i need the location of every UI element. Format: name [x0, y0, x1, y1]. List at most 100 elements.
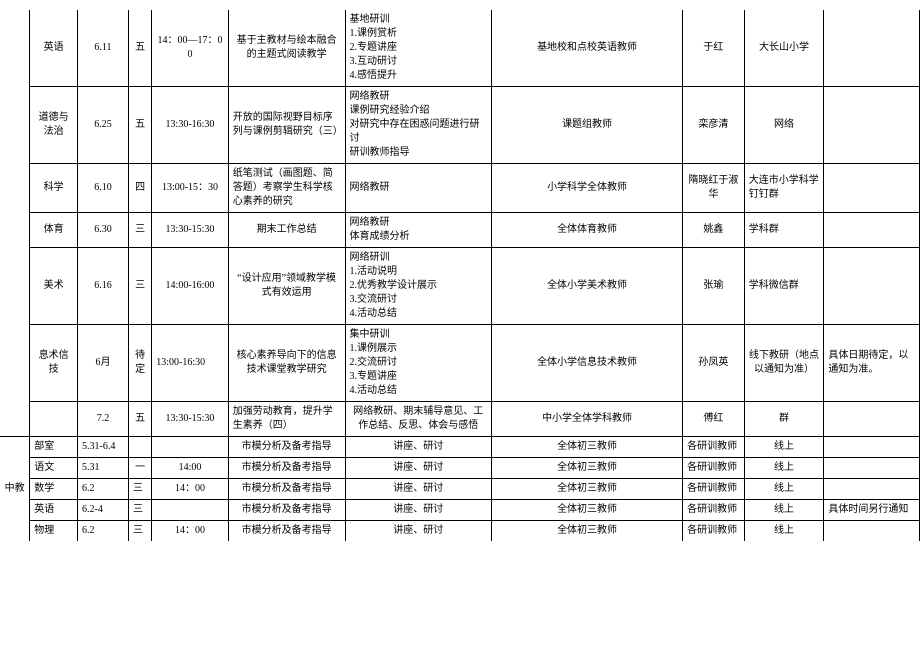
weekday	[128, 437, 151, 458]
date: 6.10	[77, 164, 128, 213]
topic: 市模分析及备考指导	[228, 521, 345, 542]
notes: 具体日期待定，以通知为准。	[824, 325, 920, 402]
subject: 数学	[30, 479, 78, 500]
form: 网络研训1.活动说明2.优秀教学设计展示3.交流研讨4.活动总结	[345, 248, 492, 325]
lead: 各研训教师	[683, 500, 745, 521]
subject: 体育	[30, 213, 78, 248]
participants: 小学科学全体教师	[492, 164, 683, 213]
location: 学科微信群	[744, 248, 824, 325]
form: 讲座、研讨	[345, 521, 492, 542]
weekday: 五	[128, 87, 151, 164]
topic: 基于主教材与绘本融合的主题式阅读教学	[228, 10, 345, 87]
weekday: 五	[128, 402, 151, 437]
lead: 栾彦清	[683, 87, 745, 164]
weekday: 四	[128, 164, 151, 213]
time: 14:00-16:00	[152, 248, 228, 325]
time: 14：00	[152, 479, 228, 500]
time	[152, 500, 228, 521]
schedule-table: 英语 6.11 五 14：00—17：00 基于主教材与绘本融合的主题式阅读教学…	[0, 10, 920, 541]
topic: 市模分析及备考指导	[228, 458, 345, 479]
subject: 部室	[30, 437, 78, 458]
date: 6.30	[77, 213, 128, 248]
date: 7.2	[77, 402, 128, 437]
lead: 各研训教师	[683, 437, 745, 458]
form: 讲座、研讨	[345, 500, 492, 521]
location: 网络	[744, 87, 824, 164]
lead: 张瑜	[683, 248, 745, 325]
subject: 科学	[30, 164, 78, 213]
topic: 市模分析及备考指导	[228, 479, 345, 500]
form: 网络教研、期末辅导意见、工作总结、反思、体会与感悟	[345, 402, 492, 437]
location: 群	[744, 402, 824, 437]
form: 网络教研	[345, 164, 492, 213]
time: 13:00-16:30	[152, 325, 228, 402]
lead: 隋晓红于淑华	[683, 164, 745, 213]
topic: 期末工作总结	[228, 213, 345, 248]
weekday: 一	[128, 458, 151, 479]
topic: “设计应用”领域教学模式有效运用	[228, 248, 345, 325]
lead: 各研训教师	[683, 521, 745, 542]
weekday: 三	[128, 248, 151, 325]
weekday: 五	[128, 10, 151, 87]
section-blank	[0, 10, 30, 437]
subject: 息术信技	[30, 325, 78, 402]
form: 集中研训1.课例展示2.交流研讨3.专题讲座4.活动总结	[345, 325, 492, 402]
notes	[824, 10, 920, 87]
subject: 语文	[30, 458, 78, 479]
notes	[824, 458, 920, 479]
notes	[824, 248, 920, 325]
topic: 市模分析及备考指导	[228, 437, 345, 458]
location: 学科群	[744, 213, 824, 248]
location: 线上	[744, 521, 824, 542]
participants: 全体初三教师	[492, 521, 683, 542]
time: 14:00	[152, 458, 228, 479]
lead: 于红	[683, 10, 745, 87]
lead: 各研训教师	[683, 479, 745, 500]
notes	[824, 521, 920, 542]
section-label: 中教	[0, 437, 30, 542]
participants: 全体小学信息技术教师	[492, 325, 683, 402]
weekday: 三	[128, 500, 151, 521]
weekday: 待定	[128, 325, 151, 402]
subject	[30, 402, 78, 437]
form: 讲座、研讨	[345, 458, 492, 479]
notes	[824, 402, 920, 437]
participants: 全体初三教师	[492, 437, 683, 458]
location: 线上	[744, 437, 824, 458]
participants: 全体初三教师	[492, 500, 683, 521]
subject: 美术	[30, 248, 78, 325]
time	[152, 437, 228, 458]
date: 6月	[77, 325, 128, 402]
date: 6.16	[77, 248, 128, 325]
lead: 孙凤英	[683, 325, 745, 402]
notes	[824, 479, 920, 500]
date: 6.2-4	[77, 500, 128, 521]
date: 5.31-6.4	[77, 437, 128, 458]
location: 线上	[744, 500, 824, 521]
form: 讲座、研讨	[345, 479, 492, 500]
lead: 姚鑫	[683, 213, 745, 248]
location: 大长山小学	[744, 10, 824, 87]
time: 13:00-15：30	[152, 164, 228, 213]
notes	[824, 437, 920, 458]
weekday: 三	[128, 521, 151, 542]
form: 网络教研体育成绩分析	[345, 213, 492, 248]
date: 6.25	[77, 87, 128, 164]
subject: 道德与法治	[30, 87, 78, 164]
topic: 纸笔测试（画图题、简答题）考察学生科学核心素养的研究	[228, 164, 345, 213]
subject: 英语	[30, 500, 78, 521]
date: 6.2	[77, 521, 128, 542]
location: 线上	[744, 458, 824, 479]
weekday: 三	[128, 479, 151, 500]
location: 线上	[744, 479, 824, 500]
subject: 物理	[30, 521, 78, 542]
notes	[824, 87, 920, 164]
participants: 全体小学美术教师	[492, 248, 683, 325]
date: 6.2	[77, 479, 128, 500]
participants: 全体初三教师	[492, 479, 683, 500]
subject: 英语	[30, 10, 78, 87]
time: 13:30-15:30	[152, 402, 228, 437]
time: 14：00	[152, 521, 228, 542]
date: 6.11	[77, 10, 128, 87]
participants: 全体初三教师	[492, 458, 683, 479]
